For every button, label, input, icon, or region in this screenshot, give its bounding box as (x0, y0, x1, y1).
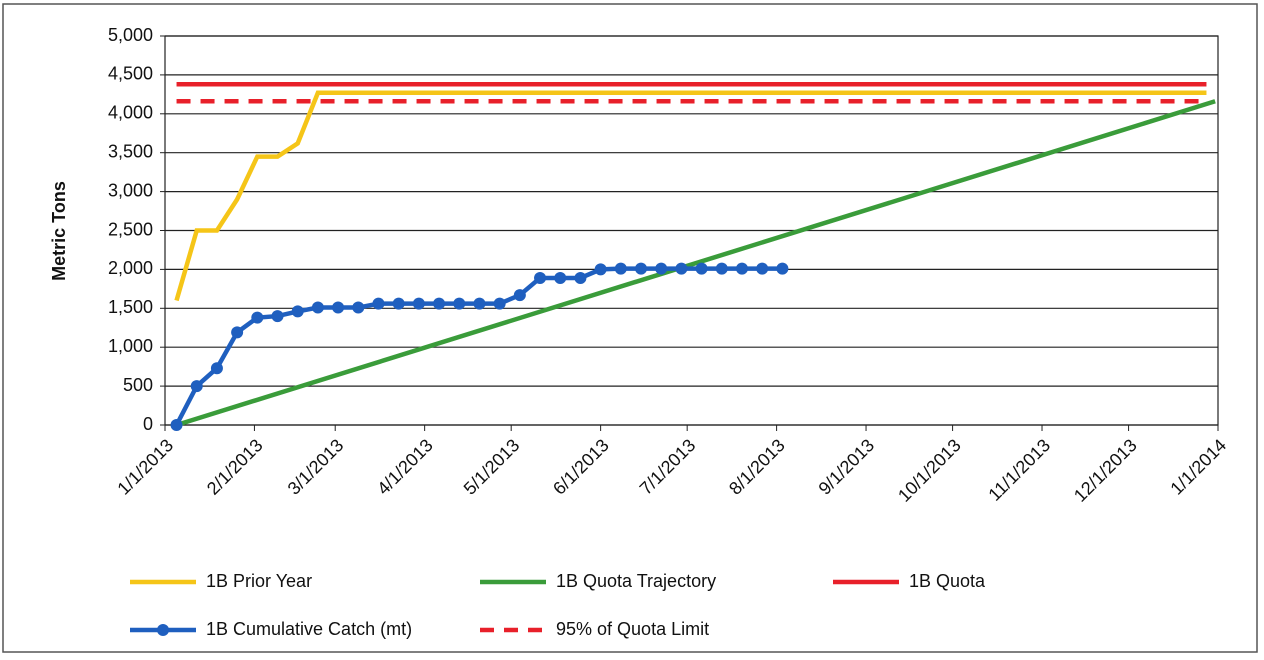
series-marker (534, 271, 547, 284)
legend-label: 1B Prior Year (206, 571, 312, 591)
y-tick-label: 5,000 (108, 25, 153, 45)
series-marker (493, 297, 506, 310)
legend-label: 1B Cumulative Catch (mt) (206, 619, 412, 639)
series-marker (675, 262, 688, 275)
series-marker (735, 262, 748, 275)
series-line (175, 99, 1216, 428)
series-marker (655, 262, 668, 275)
series-marker (776, 262, 789, 275)
series-marker (231, 326, 244, 339)
series-line (174, 90, 1207, 302)
y-tick-label: 4,000 (108, 103, 153, 123)
plot-frame (164, 35, 1219, 426)
y-tick-label: 0 (143, 414, 153, 434)
y-tick-label: 1,000 (108, 336, 153, 356)
series-marker (513, 289, 526, 302)
series-marker (311, 301, 324, 314)
series-marker (614, 262, 627, 275)
series-marker (574, 271, 587, 284)
y-tick-label: 2,500 (108, 219, 153, 239)
legend-label: 1B Quota (909, 571, 986, 591)
series-marker (433, 297, 446, 310)
series-marker (352, 301, 365, 314)
series-marker (453, 297, 466, 310)
y-tick-label: 4,500 (108, 64, 153, 84)
y-tick-label: 3,000 (108, 180, 153, 200)
series-marker (210, 362, 223, 375)
y-tick-label: 500 (123, 375, 153, 395)
legend-marker (157, 624, 169, 636)
series-marker (695, 262, 708, 275)
series-marker (251, 311, 264, 324)
y-tick-label: 3,500 (108, 141, 153, 161)
y-tick-label: 2,000 (108, 258, 153, 278)
series-marker (412, 297, 425, 310)
series-marker (291, 305, 304, 318)
series-marker (170, 419, 183, 431)
series-marker (332, 301, 345, 314)
series-marker (392, 297, 405, 310)
legend-label: 1B Quota Trajectory (556, 571, 716, 591)
series-marker (594, 263, 607, 276)
chart-border (2, 3, 1258, 653)
series-marker (271, 310, 284, 323)
series-marker (190, 380, 203, 393)
series-marker (473, 297, 486, 310)
series-marker (756, 262, 769, 275)
series-marker (372, 297, 385, 310)
series-marker (715, 262, 728, 275)
legend-label: 95% of Quota Limit (556, 619, 709, 639)
y-tick-label: 1,500 (108, 297, 153, 317)
y-axis-label: Metric Tons (49, 181, 69, 281)
series-marker (554, 271, 567, 284)
series-marker (635, 262, 648, 275)
